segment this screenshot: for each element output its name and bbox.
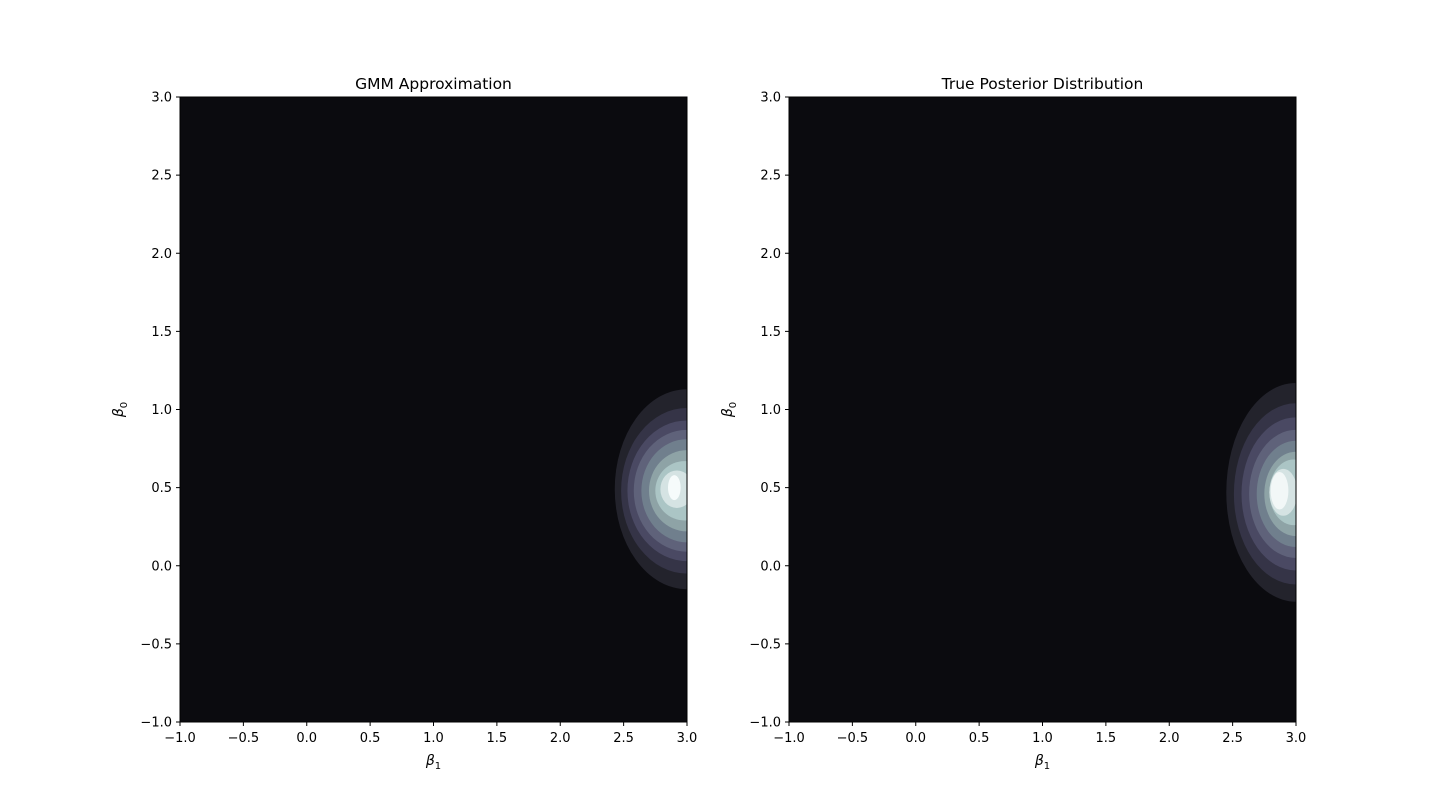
y-tick-label: 0.5 bbox=[760, 481, 781, 496]
chart-title: True Posterior Distribution bbox=[941, 75, 1144, 93]
y-tick-label: 0.5 bbox=[151, 481, 172, 496]
y-tick-label: 3.0 bbox=[151, 91, 172, 106]
x-tick-label: −1.0 bbox=[773, 731, 805, 746]
x-tick-label: 1.0 bbox=[423, 731, 444, 746]
x-tick-label: −0.5 bbox=[228, 731, 260, 746]
y-tick-label: 2.5 bbox=[760, 169, 781, 184]
x-tick-label: 0.0 bbox=[296, 731, 317, 746]
chart-title: GMM Approximation bbox=[355, 75, 512, 93]
contour-group bbox=[1226, 382, 1296, 602]
x-tick-label: 0.5 bbox=[969, 731, 990, 746]
plot-background bbox=[789, 97, 1296, 722]
y-tick-label: 1.5 bbox=[760, 325, 781, 340]
x-tick-label: 3.0 bbox=[677, 731, 698, 746]
y-tick-label: −0.5 bbox=[749, 637, 781, 652]
y-axis-label: β0 bbox=[720, 402, 739, 418]
x-tick-label: −0.5 bbox=[837, 731, 869, 746]
x-tick-label: −1.0 bbox=[164, 731, 196, 746]
y-tick-label: 0.0 bbox=[151, 559, 172, 574]
y-tick-label: 0.0 bbox=[760, 559, 781, 574]
x-tick-label: 2.0 bbox=[550, 731, 571, 746]
y-tick-label: 2.0 bbox=[760, 247, 781, 262]
y-tick-label: 3.0 bbox=[760, 91, 781, 106]
plot-background bbox=[180, 97, 687, 722]
x-tick-label: 2.5 bbox=[1222, 731, 1243, 746]
y-tick-label: 1.0 bbox=[151, 403, 172, 418]
true-posterior-panel: −1.0 −0.5 0.0 0.5 1.0 1.5 2.0 2.5 3.0 −1.0 −0.5 0.0… bbox=[720, 75, 1307, 772]
gmm-approximation-panel: −1.0 −0.5 0.0 0.5 1.0 1.5 2.0 2.5 3.0 −1.0 −0.5 0.0… bbox=[111, 75, 698, 772]
y-tick-label: 1.5 bbox=[151, 325, 172, 340]
x-tick-label: 2.5 bbox=[613, 731, 634, 746]
x-tick-label: 1.0 bbox=[1032, 731, 1053, 746]
y-tick-label: 2.5 bbox=[151, 169, 172, 184]
x-tick-label: 1.5 bbox=[1096, 731, 1117, 746]
y-tick-label: −0.5 bbox=[140, 637, 172, 652]
contour-level-9 bbox=[667, 475, 681, 501]
y-tick-label: −1.0 bbox=[140, 716, 172, 731]
x-tick-label: 3.0 bbox=[1286, 731, 1307, 746]
x-axis-label: β1 bbox=[425, 753, 441, 772]
y-tick-label: −1.0 bbox=[749, 716, 781, 731]
y-axis-label: β0 bbox=[111, 402, 130, 418]
x-tick-label: 2.0 bbox=[1159, 731, 1180, 746]
x-tick-label: 1.5 bbox=[487, 731, 508, 746]
y-tick-label: 2.0 bbox=[151, 247, 172, 262]
x-tick-label: 0.0 bbox=[905, 731, 926, 746]
y-tick-label: 1.0 bbox=[760, 403, 781, 418]
x-tick-label: 0.5 bbox=[360, 731, 381, 746]
x-axis-label: β1 bbox=[1034, 753, 1050, 772]
contour-level-9 bbox=[1270, 472, 1289, 510]
contour-group bbox=[614, 389, 687, 590]
